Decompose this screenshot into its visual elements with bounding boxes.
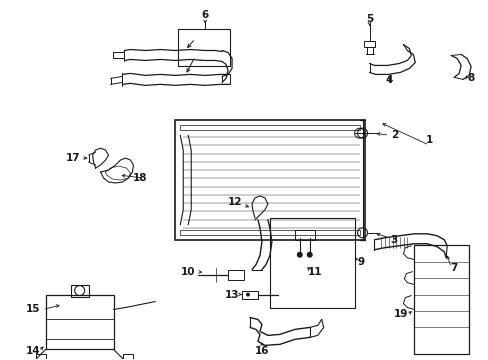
Text: 14: 14 (25, 346, 40, 356)
Circle shape (296, 252, 302, 258)
Bar (71, 285, 88, 297)
Text: 3: 3 (390, 235, 397, 245)
Text: 5: 5 (365, 14, 372, 24)
Text: 8: 8 (467, 73, 474, 84)
Bar (242, 291, 258, 298)
Text: 9: 9 (357, 257, 365, 267)
Bar (123, 354, 133, 360)
Bar (227, 270, 244, 280)
Bar (294, 230, 314, 240)
Text: 16: 16 (254, 346, 268, 356)
Text: 2: 2 (390, 130, 397, 140)
Bar (180, 125, 359, 130)
Bar (36, 354, 46, 360)
Text: 10: 10 (181, 267, 195, 276)
Bar (413, 245, 468, 354)
Bar (180, 230, 359, 235)
Text: 13: 13 (224, 289, 239, 300)
Text: 18: 18 (133, 173, 147, 183)
Circle shape (245, 293, 249, 297)
Bar (178, 28, 229, 67)
Text: 19: 19 (393, 310, 408, 319)
Circle shape (306, 252, 312, 258)
Text: 6: 6 (201, 10, 208, 20)
Bar (366, 46, 372, 54)
Text: 12: 12 (227, 197, 242, 207)
Bar (269, 218, 354, 307)
Text: 1: 1 (425, 135, 432, 145)
Text: 11: 11 (307, 267, 321, 276)
Bar (46, 294, 113, 349)
Text: 4: 4 (385, 75, 392, 85)
Text: 17: 17 (65, 153, 80, 163)
Bar (175, 120, 364, 240)
Bar (363, 41, 375, 46)
Text: 15: 15 (25, 305, 40, 315)
Text: 7: 7 (449, 263, 457, 273)
